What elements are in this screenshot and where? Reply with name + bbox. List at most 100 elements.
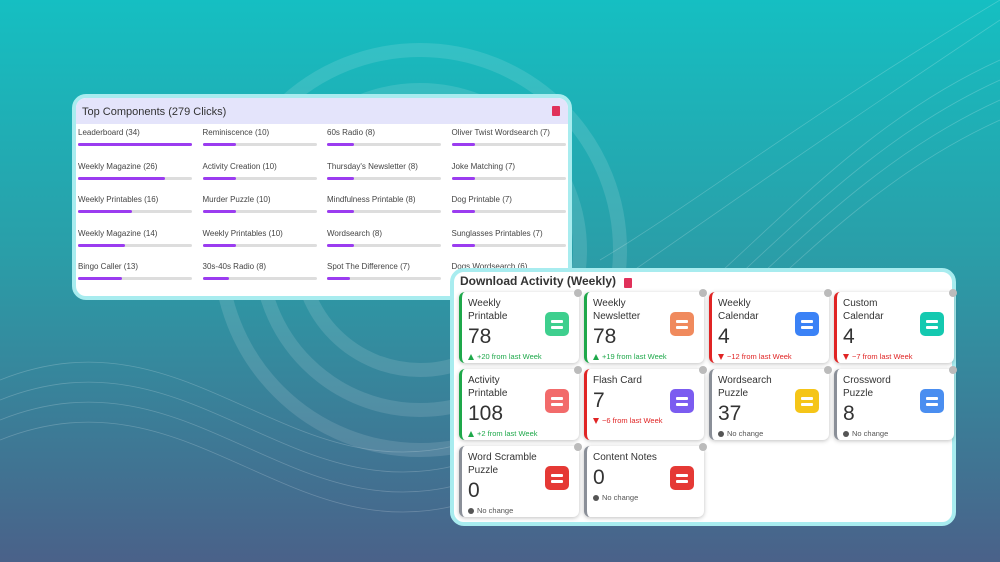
card-value: 78: [593, 325, 617, 348]
trend-icon: [468, 430, 474, 437]
component-item: Spot The Difference (7): [325, 262, 450, 296]
up-arrow: [468, 430, 474, 437]
component-item: Joke Matching (7): [450, 161, 569, 196]
icon-shape: [545, 466, 569, 490]
card-value: 4: [718, 325, 730, 348]
bar: [78, 210, 132, 213]
icon-detail: [926, 397, 938, 400]
bar: [451, 176, 475, 180]
card-pin: [824, 289, 832, 297]
card-icon: [545, 312, 569, 336]
bar-track: [327, 277, 441, 280]
icon-detail: [551, 320, 563, 323]
bar-track: [202, 277, 317, 280]
component-item: Weekly Printables (10): [201, 229, 326, 263]
bar: [78, 176, 166, 180]
card-pin: [699, 289, 707, 297]
stat-card: Weekly Calendar 4 −12 from last Week: [709, 289, 832, 363]
card-title: Weekly Calendar: [718, 298, 759, 322]
card-change: +20 from last Week: [468, 352, 579, 361]
down-arrow: [593, 417, 599, 424]
card-change: +2 from last Week: [468, 429, 579, 438]
bar-track: [78, 143, 192, 146]
component-label: Weekly Magazine (26): [78, 161, 158, 171]
bar: [202, 143, 237, 146]
trend-icon: [593, 417, 599, 424]
icon-detail: [801, 397, 813, 400]
card-value: 0: [468, 479, 480, 502]
export-icon[interactable]: [624, 278, 632, 288]
icon-shape: [920, 389, 944, 413]
icon-detail: [676, 403, 688, 406]
bar: [202, 277, 230, 280]
card-icon: [545, 466, 569, 490]
card-icon: [670, 389, 694, 413]
trend-icon: [593, 494, 599, 501]
card-value: 78: [468, 325, 492, 348]
stat-card: Custom Calendar 4 −7 from last Week: [834, 289, 957, 363]
trend-icon: [843, 353, 849, 360]
bar-track: [451, 243, 566, 247]
icon-shape: [670, 389, 694, 413]
bar-track: [202, 210, 317, 213]
icon-shape: [545, 312, 569, 336]
bar-track: [327, 143, 441, 146]
component-item: 60s Radio (8): [325, 128, 450, 162]
trend-icon: [468, 507, 474, 514]
stat-card: Flash Card 7 −6 from last Week: [584, 366, 707, 440]
bar: [327, 243, 354, 247]
trend-icon: [593, 353, 599, 360]
component-label: Murder Puzzle (10): [202, 195, 271, 204]
card-value: 7: [593, 389, 605, 412]
component-label: 30s-40s Radio (8): [202, 262, 267, 271]
stat-card: Weekly Printable 78 +20 from last Week: [459, 289, 582, 363]
trend-icon: [718, 430, 724, 437]
bar-track: [202, 243, 317, 247]
bar: [202, 210, 237, 213]
card-title: Activity Printable: [468, 375, 508, 399]
component-item: Bingo Caller (13): [76, 262, 201, 296]
change-text: No change: [477, 506, 514, 515]
icon-detail: [926, 403, 938, 406]
bar: [327, 277, 351, 280]
icon-shape: [670, 466, 694, 490]
icon-shape: [920, 312, 944, 336]
export-icon[interactable]: [552, 106, 560, 116]
card-pin: [949, 289, 957, 297]
bar-track: [327, 176, 441, 180]
panel-title: Download Activity (Weekly): [460, 274, 617, 288]
component-label: Weekly Printables (10): [202, 228, 283, 238]
card-title: Wordsearch Puzzle: [718, 375, 772, 399]
component-item: Activity Creation (10): [201, 162, 326, 196]
icon-detail: [801, 403, 813, 406]
trend-icon: [468, 353, 474, 360]
bar: [78, 243, 125, 247]
card-value: 37: [718, 402, 742, 425]
card-icon: [795, 389, 819, 413]
bar: [78, 143, 192, 146]
component-label: Wordsearch (8): [327, 228, 382, 238]
card-icon: [545, 389, 569, 413]
stat-card: Weekly Newsletter 78 +19 from last Week: [584, 289, 707, 363]
download-activity-panel: Download Activity (Weekly) Weekly Printa…: [450, 268, 957, 526]
card-change: +19 from last Week: [593, 352, 704, 361]
bar-track: [451, 143, 566, 146]
card-pin: [574, 366, 582, 374]
change-text: +20 from last Week: [477, 352, 542, 361]
card-pin: [699, 443, 707, 451]
card-value: 8: [843, 402, 855, 425]
bar: [78, 277, 122, 280]
icon-shape: [670, 312, 694, 336]
stat-card: Word Scramble Puzzle 0 No change: [459, 443, 582, 517]
icon-detail: [926, 320, 938, 323]
down-arrow: [843, 353, 849, 360]
component-item: Weekly Printables (16): [76, 195, 201, 229]
card-change: No change: [468, 506, 579, 515]
bar-track: [78, 176, 192, 180]
component-label: Joke Matching (7): [451, 161, 516, 171]
component-item: Weekly Magazine (26): [76, 162, 201, 196]
card-value: 4: [843, 325, 855, 348]
neutral-dot: [593, 494, 599, 501]
change-text: +19 from last Week: [602, 352, 667, 361]
icon-detail: [676, 320, 688, 323]
